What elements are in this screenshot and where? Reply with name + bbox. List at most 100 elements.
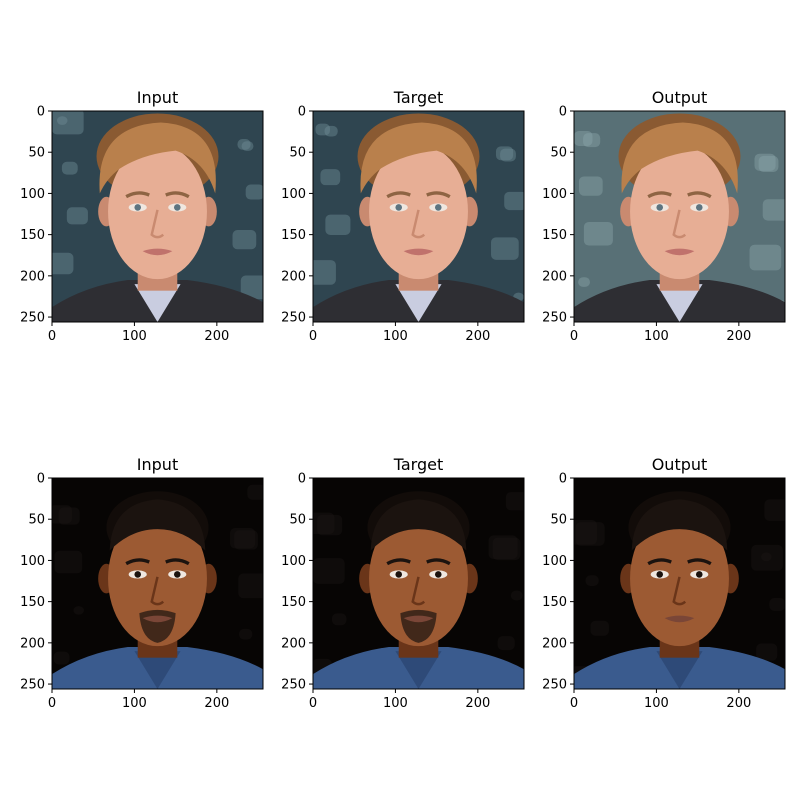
background-spot bbox=[749, 244, 782, 271]
background-spot bbox=[575, 522, 605, 546]
shirt-collar bbox=[395, 651, 442, 689]
eyebrow bbox=[426, 191, 451, 199]
nose bbox=[411, 576, 426, 606]
background-spot bbox=[488, 535, 518, 559]
x-tick-label: 200 bbox=[726, 329, 751, 344]
background-spot bbox=[66, 207, 88, 225]
nose bbox=[150, 209, 165, 239]
x-tick-label: 100 bbox=[122, 329, 147, 344]
background-spot bbox=[313, 512, 335, 535]
background-spot bbox=[238, 573, 263, 599]
background-spot bbox=[756, 643, 778, 661]
panel-5: Target 0 100 200 0 50 100 150 200 250 bbox=[281, 455, 525, 711]
nose bbox=[672, 576, 687, 606]
y-tick-label: 250 bbox=[20, 678, 45, 693]
background-spot bbox=[505, 492, 524, 511]
eyebrow bbox=[165, 191, 190, 199]
background-spot bbox=[313, 260, 336, 285]
x-tick-label: 0 bbox=[309, 329, 317, 344]
shirt-collar bbox=[656, 651, 703, 689]
iris bbox=[695, 204, 703, 211]
face-1-target-image bbox=[313, 111, 524, 322]
y-tick-label: 0 bbox=[559, 105, 567, 120]
shirt-collar bbox=[134, 651, 181, 689]
hairline bbox=[631, 499, 728, 551]
background-spot bbox=[751, 544, 783, 571]
hairline bbox=[370, 499, 467, 551]
background-spot bbox=[762, 199, 785, 221]
lips bbox=[142, 615, 173, 623]
x-tick-label: 100 bbox=[383, 696, 408, 711]
x-tick-label: 0 bbox=[48, 329, 56, 344]
x-tick-label: 200 bbox=[204, 696, 229, 711]
y-tick-label: 150 bbox=[20, 228, 45, 243]
background-spot bbox=[230, 528, 256, 549]
background-spot bbox=[574, 130, 593, 146]
y-tick-label: 50 bbox=[550, 513, 567, 528]
background-spot bbox=[325, 214, 351, 235]
y-tick-label: 250 bbox=[281, 311, 306, 326]
axes-frame bbox=[51, 110, 264, 323]
panel-title: Input bbox=[137, 455, 178, 474]
axes-frame bbox=[573, 477, 786, 690]
y-tick-label: 0 bbox=[559, 472, 567, 487]
x-tick-label: 0 bbox=[309, 696, 317, 711]
x-tick-label: 200 bbox=[726, 696, 751, 711]
background-spot bbox=[52, 111, 84, 135]
shirt-collar bbox=[656, 284, 703, 322]
y-tick-label: 200 bbox=[281, 636, 306, 651]
lips bbox=[664, 615, 695, 623]
panel-title: Input bbox=[137, 88, 178, 107]
background-spot bbox=[331, 613, 347, 626]
x-tick-label: 200 bbox=[465, 696, 490, 711]
panel-title: Output bbox=[652, 88, 708, 107]
y-tick-label: 50 bbox=[550, 146, 567, 161]
background-spot bbox=[324, 125, 338, 137]
y-tick-label: 150 bbox=[281, 595, 306, 610]
panel-6: Output 0 100 200 0 50 100 150 200 250 bbox=[542, 455, 786, 711]
y-tick-label: 250 bbox=[542, 678, 567, 693]
iris bbox=[395, 571, 403, 578]
axes-frame bbox=[312, 110, 525, 323]
iris bbox=[134, 571, 142, 578]
background-spot bbox=[495, 146, 514, 161]
background-spot bbox=[504, 191, 524, 211]
iris bbox=[134, 204, 142, 211]
background-spot bbox=[761, 552, 772, 562]
face-2-target-image bbox=[313, 478, 524, 689]
eyebrow bbox=[386, 558, 411, 566]
nose bbox=[411, 209, 426, 239]
background-spot bbox=[585, 575, 599, 586]
hairline bbox=[621, 122, 738, 194]
x-tick-label: 0 bbox=[48, 696, 56, 711]
panel-title: Target bbox=[393, 455, 444, 474]
y-tick-label: 0 bbox=[37, 105, 45, 120]
y-tick-label: 250 bbox=[542, 311, 567, 326]
eyebrow bbox=[386, 191, 411, 199]
y-tick-label: 250 bbox=[20, 311, 45, 326]
eyebrow bbox=[687, 558, 712, 566]
background-spot bbox=[317, 514, 343, 536]
background-spot bbox=[237, 139, 251, 150]
axes-frame bbox=[312, 477, 525, 690]
shirt-collar bbox=[134, 284, 181, 322]
background-spot bbox=[583, 133, 601, 148]
eyebrow bbox=[647, 191, 672, 199]
x-tick-label: 0 bbox=[570, 696, 578, 711]
background-spot bbox=[492, 537, 521, 561]
x-tick-label: 100 bbox=[383, 329, 408, 344]
y-tick-label: 200 bbox=[20, 636, 45, 651]
panel-title: Target bbox=[393, 88, 444, 107]
y-tick-label: 100 bbox=[20, 187, 45, 202]
background-spot bbox=[754, 153, 776, 171]
background-spot bbox=[54, 550, 83, 574]
eyebrow bbox=[165, 558, 190, 566]
y-tick-label: 200 bbox=[281, 269, 306, 284]
lips bbox=[403, 248, 434, 256]
y-tick-label: 200 bbox=[542, 636, 567, 651]
nose bbox=[672, 209, 687, 239]
face-2-input-image bbox=[52, 478, 263, 689]
eyebrow bbox=[125, 191, 150, 199]
iris bbox=[695, 571, 703, 578]
